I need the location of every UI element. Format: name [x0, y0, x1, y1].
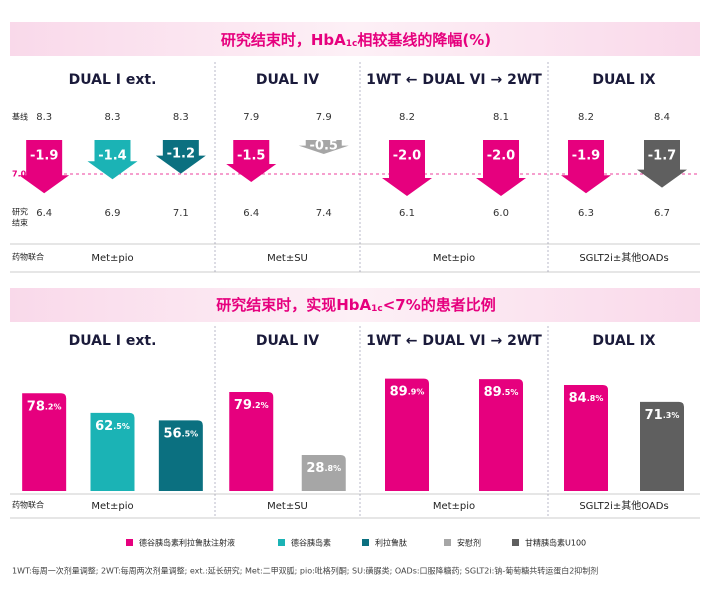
legend-swatch	[512, 539, 519, 546]
arrow	[155, 140, 206, 174]
arrow	[561, 140, 611, 194]
baseline-value: 8.2	[578, 112, 594, 123]
end-value: 6.9	[105, 208, 121, 219]
arrow	[382, 140, 432, 196]
banner-title: 研究结束时，HbA1c相较基线的降幅(%)	[221, 31, 491, 49]
arrow	[87, 140, 138, 180]
legend-swatch	[126, 539, 133, 546]
baseline-value: 8.4	[654, 112, 670, 123]
title-part: 相较基线的降幅(%)	[357, 31, 491, 49]
legend-swatch	[444, 539, 451, 546]
bar	[90, 412, 135, 491]
panel-title: DUAL I ext.	[69, 333, 157, 349]
bar	[229, 392, 274, 491]
value-label: 89.9%	[390, 384, 425, 399]
footnote: 1WT:每周一次剂量调整; 2WT:每周两次剂量调整; ext.:延长研究; M…	[12, 566, 598, 576]
end-value: 6.1	[399, 208, 415, 219]
baseline-value: 8.3	[36, 112, 52, 123]
arrow	[637, 140, 687, 188]
bar	[564, 385, 608, 491]
change-label: -1.7	[648, 149, 676, 164]
legend-swatch	[362, 539, 369, 546]
change-label: -1.9	[30, 149, 58, 164]
baseline-value: 7.9	[243, 112, 259, 123]
change-label: -2.0	[393, 149, 421, 164]
legend-label: 德谷胰岛素利拉鲁肽注射液	[139, 538, 235, 548]
bar	[301, 455, 346, 491]
bar	[158, 420, 203, 491]
bar	[385, 378, 429, 491]
end-value: 6.0	[493, 208, 509, 219]
title-part: 研究结束时，实现HbA	[216, 296, 371, 314]
baseline-value: 7.9	[316, 112, 332, 123]
value-label: 84.8%	[569, 391, 604, 406]
panel-title: 1WT ← DUAL VI → 2WT	[366, 333, 542, 349]
baseline-value: 8.1	[493, 112, 509, 123]
combo-label: Met±pio	[91, 253, 133, 264]
legend-swatch	[278, 539, 285, 546]
legend-label: 甘精胰岛素U100	[525, 538, 586, 548]
bar	[22, 393, 67, 491]
baseline-value: 8.2	[399, 112, 415, 123]
combo-label: Met±pio	[433, 501, 475, 512]
value-label: 71.3%	[645, 407, 680, 422]
arrow	[226, 140, 277, 182]
row-label: 药物联合	[12, 500, 44, 510]
bar	[479, 379, 523, 491]
panel-title: DUAL IV	[256, 72, 319, 88]
end-value: 7.1	[173, 208, 189, 219]
baseline-value: 8.3	[173, 112, 189, 123]
arrow	[19, 140, 70, 194]
combo-label: Met±SU	[267, 501, 308, 512]
banner	[10, 22, 700, 56]
banner-title: 研究结束时，实现HbA1c<7%的患者比例	[216, 296, 496, 314]
arrow	[476, 140, 526, 196]
row-label: 基线	[12, 112, 28, 122]
value-label: 78.2%	[27, 399, 62, 414]
row-label: 研究	[12, 207, 28, 217]
change-label: -1.9	[572, 149, 600, 164]
end-value: 6.4	[36, 208, 52, 219]
end-value: 6.4	[243, 208, 259, 219]
legend-label: 安慰剂	[457, 538, 481, 548]
reference-label: 7.0%	[12, 170, 34, 179]
value-label: 62.5%	[95, 418, 130, 433]
panel-title: DUAL IX	[592, 333, 655, 349]
panel-title: DUAL IV	[256, 333, 319, 349]
value-label: 56.5%	[163, 426, 198, 441]
title-part: 研究结束时，HbA	[221, 31, 346, 49]
combo-label: Met±SU	[267, 253, 308, 264]
row-label: 药物联合	[12, 252, 44, 262]
title-part: <7%的患者比例	[383, 296, 496, 314]
baseline-value: 8.3	[105, 112, 121, 123]
value-label: 28.8%	[306, 461, 341, 476]
panel-title: 1WT ← DUAL VI → 2WT	[366, 72, 542, 88]
combo-label: Met±pio	[91, 501, 133, 512]
banner	[10, 288, 700, 322]
change-label: -1.4	[98, 149, 126, 164]
end-value: 7.4	[316, 208, 332, 219]
end-value: 6.7	[654, 208, 670, 219]
value-label: 79.2%	[234, 398, 269, 413]
title-part: 1c	[371, 304, 383, 314]
combo-label: Met±pio	[433, 253, 475, 264]
row-label: 结束	[12, 218, 28, 228]
change-label: -0.5	[310, 138, 338, 153]
combo-label: SGLT2i±其他OADs	[579, 251, 668, 264]
panel-title: DUAL IX	[592, 72, 655, 88]
legend-label: 德谷胰岛素	[291, 538, 331, 548]
title-part: 1c	[346, 39, 358, 49]
bar	[640, 401, 684, 491]
combo-label: SGLT2i±其他OADs	[579, 499, 668, 512]
arrow	[298, 140, 349, 154]
change-label: -2.0	[487, 149, 515, 164]
panel-title: DUAL I ext.	[69, 72, 157, 88]
legend-label: 利拉鲁肽	[375, 538, 407, 548]
value-label: 89.5%	[484, 385, 519, 400]
change-label: -1.5	[237, 149, 265, 164]
end-value: 6.3	[578, 208, 594, 219]
change-label: -1.2	[167, 147, 195, 162]
